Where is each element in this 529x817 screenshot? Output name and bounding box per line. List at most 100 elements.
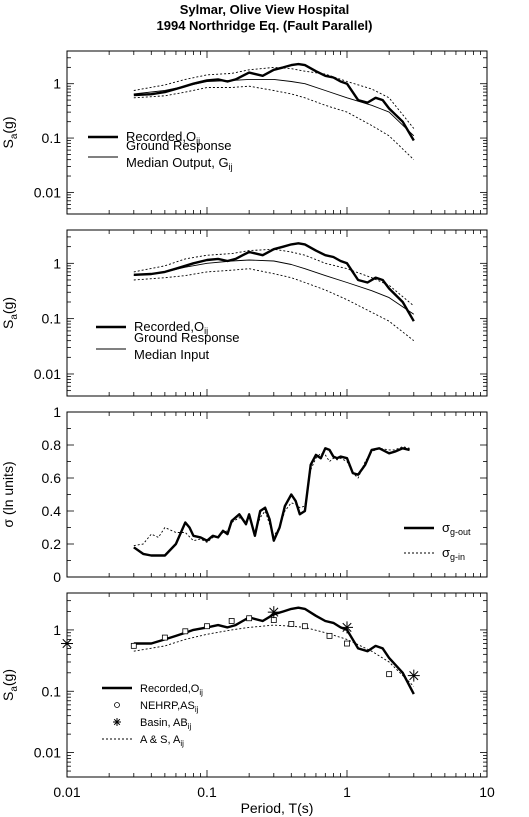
series-2-dotted xyxy=(133,624,415,687)
series-4-star xyxy=(61,606,420,682)
x-axis-label: Period, T(s) xyxy=(241,800,314,816)
y-tick-label: 0.01 xyxy=(34,184,61,200)
y-tick-label: 0.2 xyxy=(42,536,62,552)
series-line xyxy=(133,248,415,307)
star-stroke xyxy=(62,638,72,649)
series-4-dotted xyxy=(133,85,415,161)
data-point-square xyxy=(326,632,333,639)
legend-label: σg-out xyxy=(442,520,471,537)
legend-entry-1: Recorded,Oij xyxy=(102,683,203,697)
plot-frame xyxy=(66,50,488,215)
y-axis-ticks xyxy=(67,50,487,215)
legend-entry-4: A & S, Aij xyxy=(102,734,184,748)
legend-symbol xyxy=(113,718,121,726)
data-point-square xyxy=(270,617,277,623)
panel-3: 0 0.2 0.4 0.6 0.8 1 σ (ln units) σg-out σg-in xyxy=(0,404,488,585)
y-tick-label: 0.01 xyxy=(34,366,61,382)
star-stroke xyxy=(269,607,279,617)
legend-label: A & S, Aij xyxy=(140,734,184,748)
x-tick-label: 1 xyxy=(343,784,351,800)
plot-frame xyxy=(66,411,488,578)
data-point-star xyxy=(341,621,353,634)
y-tick-label: 0.8 xyxy=(42,437,62,453)
series-line xyxy=(133,624,415,687)
series-3-square xyxy=(130,615,393,678)
legend-entry-1: σg-out xyxy=(404,520,471,537)
legend-label: σg-in xyxy=(442,545,465,562)
legend-entry-3: Basin, ABij xyxy=(113,717,191,731)
series-line xyxy=(133,62,415,142)
legend-label: Ground Response xyxy=(126,138,232,153)
y-tick-label: 0.1 xyxy=(42,311,62,327)
data-point-square xyxy=(161,634,168,641)
legend: σg-out σg-in xyxy=(404,520,471,562)
star-stroke xyxy=(409,671,419,681)
legend-label: Median Input xyxy=(134,347,210,362)
legend-entry-1: Recorded,Oij xyxy=(96,319,208,336)
data-point-square xyxy=(301,623,308,630)
series-3-dotted xyxy=(133,66,415,129)
star-stroke xyxy=(342,622,352,632)
plot-frame xyxy=(66,229,488,397)
data-point-square xyxy=(288,621,295,627)
data-point-square xyxy=(246,615,253,622)
series-line xyxy=(133,242,415,322)
legend-entry-2: Ground Response Median Input xyxy=(96,330,240,362)
y-tick-label: 0 xyxy=(53,569,61,585)
series-3-dotted xyxy=(133,248,415,307)
series-line xyxy=(133,78,415,137)
x-tick-label: 0.01 xyxy=(53,784,80,800)
chart-title-line2: 1994 Northridge Eq. (Fault Parallel) xyxy=(156,18,373,33)
legend-label: Recorded,Oij xyxy=(134,319,208,336)
data-point-square xyxy=(228,618,235,624)
legend-label: NEHRP,ASij xyxy=(140,700,199,714)
x-tick-label: 10 xyxy=(479,784,495,800)
x-axis-ticks xyxy=(108,412,481,577)
y-tick-label: 0.6 xyxy=(42,470,62,486)
series-2-dotted xyxy=(133,446,410,547)
series-1-thick xyxy=(133,447,410,557)
series-line xyxy=(133,447,410,557)
y-axis-label: σ (ln units) xyxy=(0,461,16,527)
legend-symbol xyxy=(114,702,120,708)
legend-entry-2: σg-in xyxy=(404,545,465,562)
y-tick-label: 1 xyxy=(53,255,61,271)
series-line xyxy=(133,85,415,161)
legend-entry-1: Recorded,Oij xyxy=(88,129,200,146)
series-1-thick xyxy=(133,62,415,142)
x-axis-ticks xyxy=(108,51,481,214)
y-axis-ticks xyxy=(67,592,487,778)
y-tick-label: 0.01 xyxy=(34,745,61,761)
series-line xyxy=(133,66,415,129)
y-tick-label: 1 xyxy=(53,622,61,638)
y-axis-label: Sa(g) xyxy=(0,297,20,329)
y-axis-ticks xyxy=(67,229,487,397)
y-tick-label: 1 xyxy=(53,404,61,420)
data-point-square xyxy=(386,671,393,678)
series-line xyxy=(133,259,415,315)
data-point-star xyxy=(267,606,280,619)
data-point-star xyxy=(407,669,420,682)
series-2-thin xyxy=(133,78,415,137)
data-point-square xyxy=(182,628,189,635)
x-axis-ticks xyxy=(108,230,481,396)
y-axis-label: Sa(g) xyxy=(0,669,20,701)
y-axis-ticks xyxy=(67,411,487,578)
data-point-star xyxy=(61,637,73,650)
x-axis-ticks xyxy=(108,593,481,777)
legend: Recorded,Oij NEHRP,ASij Basin, ABij A & S, … xyxy=(102,683,203,748)
legend-label: Recorded,Oij xyxy=(140,683,203,697)
data-point-square xyxy=(130,642,137,649)
series-line xyxy=(133,606,415,695)
y-tick-label: 0.1 xyxy=(42,683,62,699)
y-tick-label: 0.1 xyxy=(42,130,62,146)
series-2-thin xyxy=(133,259,415,315)
legend-entry-2: NEHRP,ASij xyxy=(114,700,199,714)
plot-frame xyxy=(66,592,488,778)
y-tick-label: 0.4 xyxy=(42,503,62,519)
legend-label: Median Output, Gij xyxy=(126,155,233,172)
